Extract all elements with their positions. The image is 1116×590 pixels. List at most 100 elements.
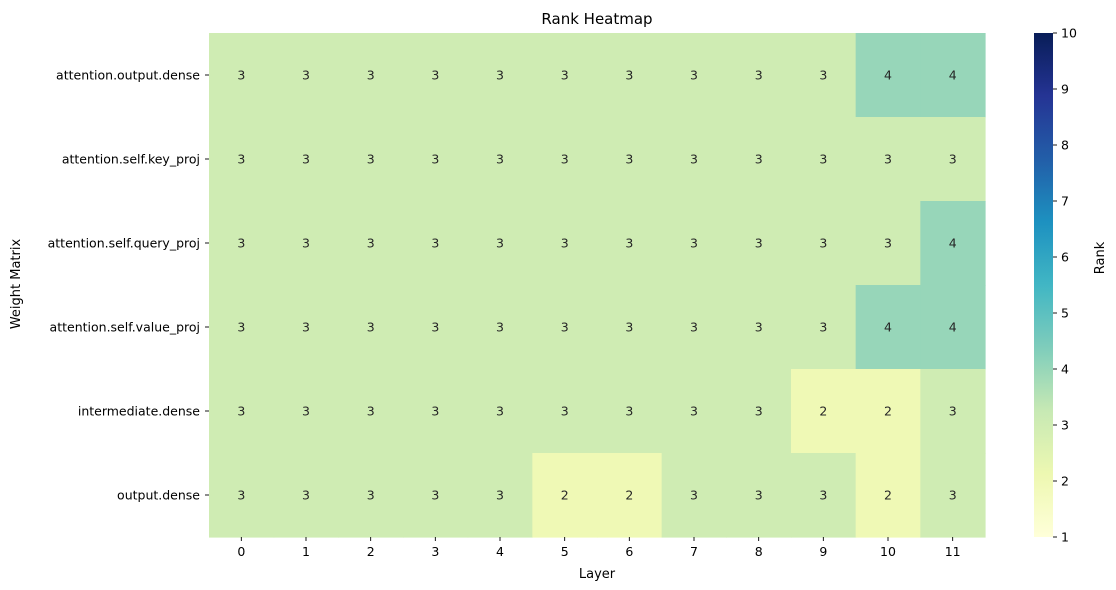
cell-value-label: 3 <box>496 152 504 167</box>
heatmap-cell <box>726 33 792 118</box>
cell-value-label: 3 <box>755 320 763 335</box>
cell-value-label: 3 <box>302 152 310 167</box>
heatmap-cell <box>403 117 469 202</box>
heatmap-cell <box>338 369 404 454</box>
y-tick-label: attention.self.value_proj <box>50 320 200 335</box>
heatmap-cell <box>532 453 598 538</box>
heatmap-cell <box>661 285 727 370</box>
cell-value-label: 3 <box>367 320 375 335</box>
y-tick-label: output.dense <box>117 488 200 503</box>
cell-value-label: 3 <box>884 152 892 167</box>
heatmap-cell <box>532 33 598 118</box>
cell-value-label: 3 <box>690 404 698 419</box>
heatmap-cell <box>403 453 469 538</box>
cell-value-label: 3 <box>302 488 310 503</box>
cell-value-label: 3 <box>367 404 375 419</box>
cell-value-label: 3 <box>237 320 245 335</box>
heatmap-cell <box>338 33 404 118</box>
cell-value-label: 3 <box>302 68 310 83</box>
colorbar-label: Rank <box>1093 241 1108 274</box>
cell-value-label: 3 <box>431 320 439 335</box>
heatmap-cell <box>855 369 921 454</box>
cell-value-label: 3 <box>302 404 310 419</box>
heatmap-cell <box>467 369 533 454</box>
heatmap-cell <box>403 33 469 118</box>
cell-value-label: 3 <box>302 320 310 335</box>
cell-value-label: 3 <box>431 68 439 83</box>
heatmap-cell <box>791 369 857 454</box>
cell-value-label: 3 <box>625 320 633 335</box>
cell-value-label: 3 <box>561 404 569 419</box>
colorbar-tick-label: 8 <box>1061 138 1069 153</box>
cell-value-label: 3 <box>237 152 245 167</box>
x-tick-label: 4 <box>496 544 504 559</box>
colorbar-tick-label: 10 <box>1061 26 1077 41</box>
heatmap-cell <box>597 453 663 538</box>
heatmap-cell <box>726 117 792 202</box>
colorbar-tick-label: 2 <box>1061 474 1069 489</box>
heatmap-cell <box>532 285 598 370</box>
cell-value-label: 4 <box>949 236 957 251</box>
heatmap-cell <box>661 453 727 538</box>
y-axis-label: Weight Matrix <box>9 239 24 330</box>
cell-value-label: 3 <box>367 68 375 83</box>
heatmap-cell <box>726 369 792 454</box>
heatmap-cell <box>661 369 727 454</box>
cell-value-label: 2 <box>884 404 892 419</box>
cell-value-label: 4 <box>949 68 957 83</box>
cell-value-label: 2 <box>561 488 569 503</box>
x-axis-ticks: 0 1 2 3 4 5 6 7 8 9 10 11 <box>237 537 961 559</box>
cell-value-label: 3 <box>237 404 245 419</box>
cell-value-label: 3 <box>949 152 957 167</box>
cell-value-label: 3 <box>690 236 698 251</box>
cell-value-label: 3 <box>237 236 245 251</box>
colorbar-tick-label: 3 <box>1061 418 1069 433</box>
heatmap-cell <box>791 117 857 202</box>
x-tick-label: 0 <box>237 544 245 559</box>
heatmap-cell <box>597 201 663 286</box>
cell-value-label: 3 <box>755 68 763 83</box>
cell-value-label: 3 <box>755 488 763 503</box>
colorbar-ticks: 1 2 3 4 5 6 7 8 9 10 <box>1053 26 1077 545</box>
cell-value-label: 3 <box>302 236 310 251</box>
heatmap-cell <box>403 201 469 286</box>
heatmap-cell <box>532 201 598 286</box>
cell-value-label: 3 <box>690 488 698 503</box>
heatmap-cell <box>209 453 275 538</box>
heatmap-cell <box>403 369 469 454</box>
y-tick-label: attention.self.key_proj <box>62 152 200 167</box>
cell-value-label: 3 <box>561 236 569 251</box>
y-tick-label: attention.self.query_proj <box>48 236 200 251</box>
heatmap-cell <box>467 285 533 370</box>
colorbar-tick-label: 6 <box>1061 250 1069 265</box>
heatmap-cell <box>467 453 533 538</box>
heatmap-cell <box>661 201 727 286</box>
x-tick-label: 8 <box>755 544 763 559</box>
cell-value-label: 3 <box>625 68 633 83</box>
heatmap-cell <box>467 201 533 286</box>
x-tick-label: 7 <box>690 544 698 559</box>
cell-value-label: 3 <box>431 488 439 503</box>
x-tick-label: 3 <box>431 544 439 559</box>
heatmap-cell <box>855 201 921 286</box>
x-tick-label: 9 <box>819 544 827 559</box>
heatmap-cell <box>403 285 469 370</box>
heatmap-cell <box>209 369 275 454</box>
heatmap-cell <box>273 285 339 370</box>
heatmap-cell <box>855 453 921 538</box>
heatmap-cell <box>726 201 792 286</box>
cell-value-label: 3 <box>431 236 439 251</box>
chart-title: Rank Heatmap <box>541 10 652 28</box>
x-axis-label: Layer <box>579 567 616 582</box>
cell-value-label: 3 <box>949 488 957 503</box>
heatmap-cell <box>338 117 404 202</box>
heatmap-cell <box>532 117 598 202</box>
cell-value-label: 3 <box>819 152 827 167</box>
colorbar-tick-label: 7 <box>1061 194 1069 209</box>
cell-value-label: 3 <box>561 320 569 335</box>
colorbar-tick-label: 5 <box>1061 306 1069 321</box>
heatmap-cell <box>273 453 339 538</box>
cell-value-label: 3 <box>949 404 957 419</box>
heatmap-cell <box>209 117 275 202</box>
